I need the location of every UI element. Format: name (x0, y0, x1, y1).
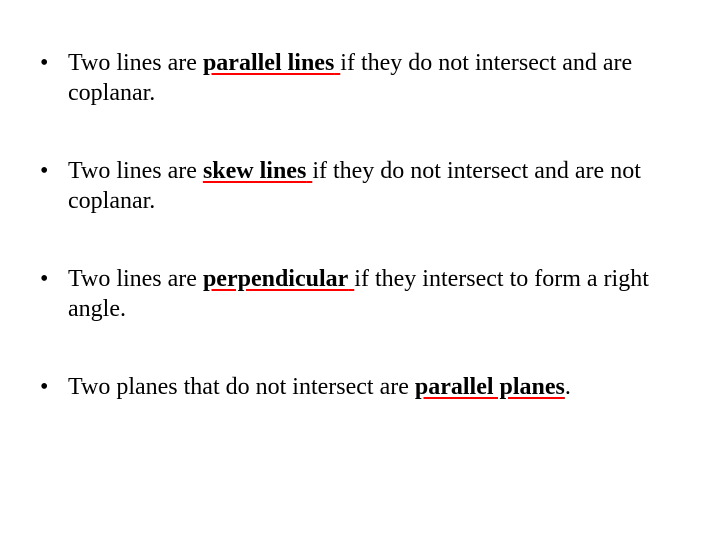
list-item: Two planes that do not intersect are par… (30, 372, 690, 402)
item-pre-text: Two lines are (68, 50, 203, 76)
list-item: Two lines are parallel lines if they do … (30, 48, 690, 108)
definition-term: skew lines (203, 158, 306, 184)
item-pre-text: Two lines are (68, 158, 203, 184)
definition-term: parallel planes (415, 374, 565, 400)
definition-term: parallel lines (203, 50, 334, 76)
list-item: Two lines are perpendicular if they inte… (30, 264, 690, 324)
item-pre-text: Two planes that do not intersect are (68, 374, 415, 400)
item-post-text: . (565, 374, 571, 400)
definition-term: perpendicular (203, 266, 348, 292)
item-pre-text: Two lines are (68, 266, 203, 292)
definition-list: Two lines are parallel lines if they do … (30, 48, 690, 402)
list-item: Two lines are skew lines if they do not … (30, 156, 690, 216)
